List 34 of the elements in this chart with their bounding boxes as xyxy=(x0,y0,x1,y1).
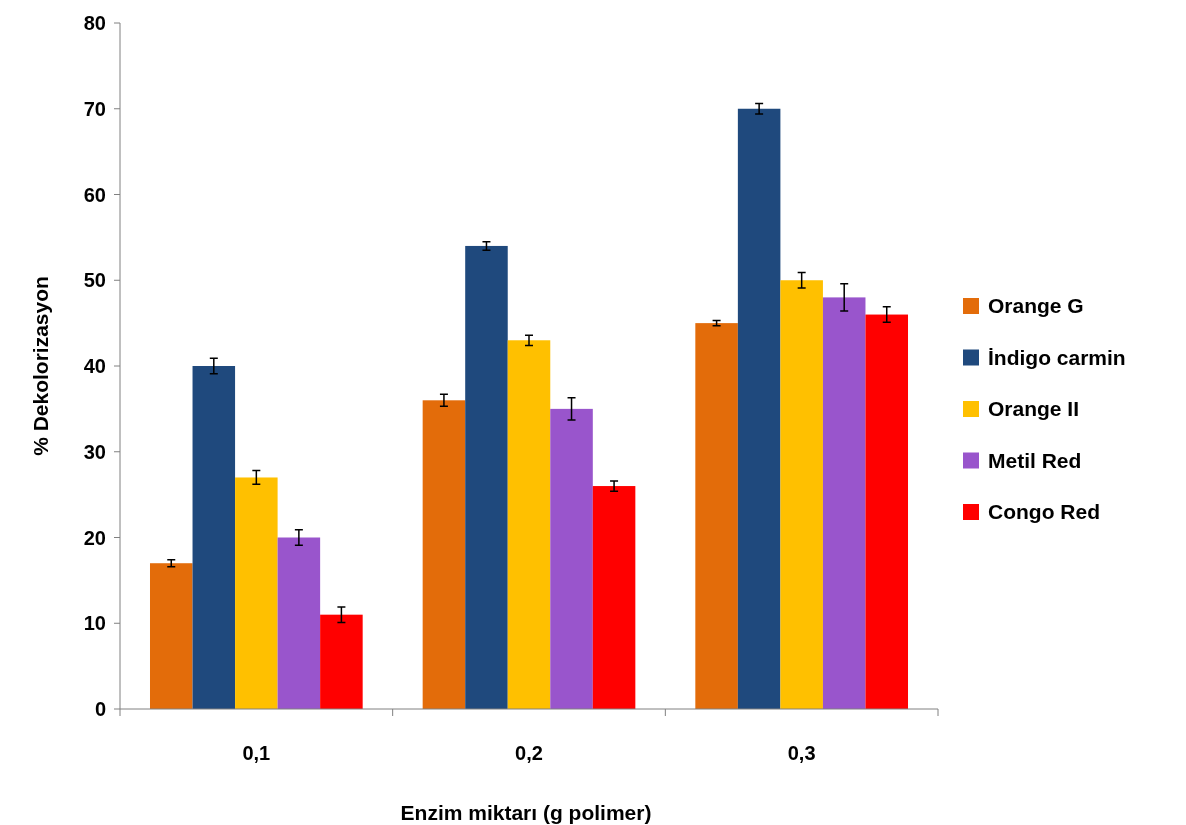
x-axis-title: Enzim miktarı (g polimer) xyxy=(400,801,652,824)
y-tick-label: 20 xyxy=(83,526,106,549)
y-tick-label: 30 xyxy=(83,440,106,463)
bar xyxy=(780,280,823,709)
legend-label: İndigo carmin xyxy=(988,345,1126,369)
y-tick-label: 40 xyxy=(83,355,106,377)
bar xyxy=(507,340,551,709)
legend-label: Congo Red xyxy=(988,500,1100,524)
y-tick-label: 60 xyxy=(83,183,106,206)
bar xyxy=(737,108,781,709)
bar xyxy=(695,323,738,709)
bar xyxy=(192,366,236,709)
y-tick-label: 10 xyxy=(83,612,106,635)
bar xyxy=(149,563,193,709)
y-tick-label: 0 xyxy=(94,698,106,720)
y-tick-label: 70 xyxy=(83,97,106,120)
y-axis-title: % Dekolorizasyon xyxy=(29,276,52,456)
x-tick-label: 0,1 xyxy=(242,742,271,764)
x-tick-label: 0,3 xyxy=(787,742,816,764)
x-tick-label: 0,2 xyxy=(515,742,543,764)
bar xyxy=(865,314,909,709)
bar xyxy=(550,408,593,709)
bar xyxy=(277,537,321,709)
bar xyxy=(822,297,866,709)
legend-label: Orange G xyxy=(988,294,1084,318)
bar xyxy=(320,614,363,709)
y-tick-label: 50 xyxy=(83,269,106,292)
y-tick-label: 80 xyxy=(83,12,106,34)
legend-label: Orange II xyxy=(988,397,1080,421)
bar xyxy=(465,245,508,709)
bar xyxy=(235,477,278,709)
bar xyxy=(422,400,466,709)
bar xyxy=(592,486,636,709)
legend-label: Metil Red xyxy=(988,448,1082,472)
